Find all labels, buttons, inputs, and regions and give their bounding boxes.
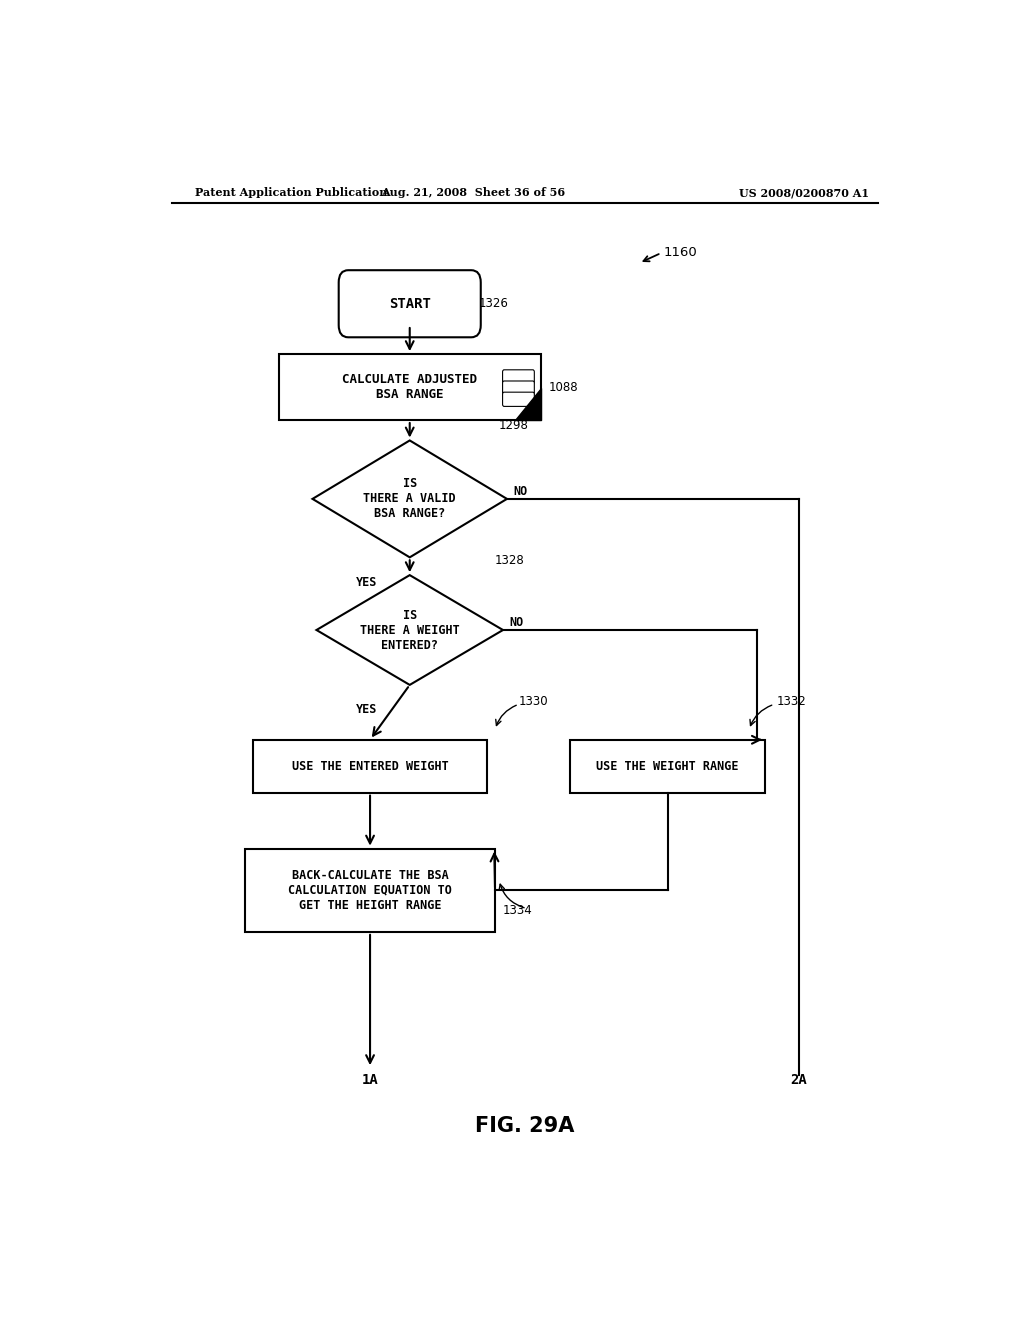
Text: BACK-CALCULATE THE BSA
CALCULATION EQUATION TO
GET THE HEIGHT RANGE: BACK-CALCULATE THE BSA CALCULATION EQUAT…: [288, 869, 452, 912]
FancyBboxPatch shape: [339, 271, 480, 338]
FancyBboxPatch shape: [503, 370, 535, 384]
Text: CALCULATE ADJUSTED
BSA RANGE: CALCULATE ADJUSTED BSA RANGE: [342, 374, 477, 401]
Text: 1332: 1332: [777, 694, 807, 708]
Text: YES: YES: [355, 576, 377, 589]
Bar: [245, 849, 495, 932]
Text: NO: NO: [513, 486, 527, 498]
Text: IS
THERE A WEIGHT
ENTERED?: IS THERE A WEIGHT ENTERED?: [359, 609, 460, 652]
Bar: [570, 739, 765, 792]
Bar: [253, 739, 487, 792]
FancyBboxPatch shape: [503, 381, 535, 395]
Bar: [279, 354, 541, 420]
Text: YES: YES: [355, 704, 377, 717]
Text: Patent Application Publication: Patent Application Publication: [196, 187, 388, 198]
Polygon shape: [515, 388, 541, 420]
Text: 1298: 1298: [499, 420, 528, 433]
Text: 1160: 1160: [664, 247, 697, 260]
FancyBboxPatch shape: [503, 392, 535, 407]
Text: USE THE WEIGHT RANGE: USE THE WEIGHT RANGE: [596, 760, 739, 772]
Text: 1330: 1330: [519, 694, 549, 708]
Text: FIG. 29A: FIG. 29A: [475, 1115, 574, 1137]
Text: 2A: 2A: [791, 1073, 807, 1088]
Text: 1328: 1328: [495, 554, 524, 568]
Text: 1088: 1088: [549, 380, 579, 393]
Text: 1334: 1334: [503, 904, 532, 917]
Text: 1326: 1326: [479, 297, 509, 310]
Polygon shape: [316, 576, 503, 685]
Polygon shape: [312, 441, 507, 557]
Text: Aug. 21, 2008  Sheet 36 of 56: Aug. 21, 2008 Sheet 36 of 56: [381, 187, 565, 198]
Text: USE THE ENTERED WEIGHT: USE THE ENTERED WEIGHT: [292, 760, 449, 772]
Text: US 2008/0200870 A1: US 2008/0200870 A1: [739, 187, 869, 198]
Text: NO: NO: [509, 616, 523, 630]
Text: IS
THERE A VALID
BSA RANGE?: IS THERE A VALID BSA RANGE?: [364, 478, 456, 520]
Text: START: START: [389, 297, 431, 310]
Text: 1A: 1A: [361, 1073, 379, 1088]
